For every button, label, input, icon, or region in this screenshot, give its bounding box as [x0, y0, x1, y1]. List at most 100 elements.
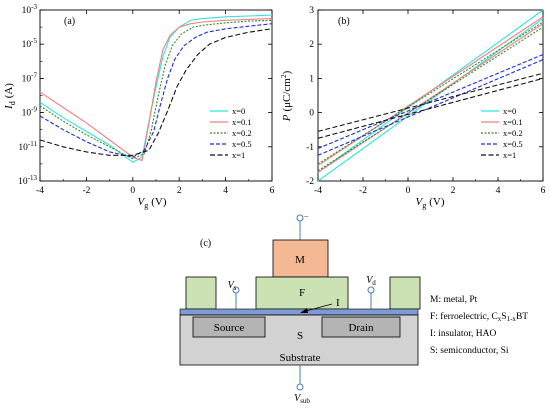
chart-b-xtick-label: 2 — [451, 186, 456, 196]
chart-a-xlabel-unit: (V) — [151, 196, 167, 208]
chart-b-series-line-lower — [317, 59, 544, 156]
chart-b-xtick-label: 6 — [541, 186, 546, 196]
chart-b-ytick-label: -2 — [306, 177, 314, 187]
drain-region — [321, 316, 401, 338]
legend-f-mid: S — [501, 312, 506, 322]
chart-b-ytick-label: 0 — [309, 109, 314, 119]
chart-a-xtick-label: 4 — [223, 186, 228, 196]
chart-b-legend-label: x=0.5 — [503, 139, 523, 149]
chart-b-ylabel-main: P — [281, 114, 293, 122]
chart-b-series-line-lower — [317, 23, 544, 173]
chart-a-series-line — [39, 19, 273, 160]
chart-b-series-line-lower — [317, 26, 544, 172]
chart-a-xtick-label: -4 — [36, 186, 44, 196]
legend-f-post: BT — [516, 312, 528, 322]
chart-b-xlabel-unit: (V) — [429, 196, 445, 208]
chart-b-ylabel-unit-post: ) — [281, 70, 293, 74]
chart-a-xtick-label: 0 — [130, 186, 135, 196]
chart-b-legend-label: x=0.1 — [503, 117, 523, 127]
source-label: Source — [214, 322, 245, 334]
substrate-terminal — [296, 383, 304, 391]
vsub-sub: sub — [300, 397, 310, 405]
chart-b-ytick-label: 3 — [309, 6, 314, 16]
chart-a-xlabel-sub: g — [144, 201, 148, 210]
chart-b-series-line-upper — [317, 16, 544, 167]
semiconductor-label: S — [297, 330, 303, 342]
chart-b-legend-label: x=1 — [503, 150, 516, 160]
chart-b-xlabel-main: V — [415, 196, 423, 208]
chart-b-series-line-upper — [317, 53, 544, 150]
chart-a-series-line — [39, 23, 273, 158]
chart-a-ytick-label: 10-3 — [22, 3, 38, 16]
chart-a-xtick-label: 2 — [177, 186, 182, 196]
legend-metal: M: metal, Pt — [430, 295, 478, 305]
chart-b-ytick-label: 1 — [309, 74, 314, 84]
chart-b-series-line-upper — [317, 72, 544, 132]
chart-a-xlabel-main: V — [137, 196, 145, 208]
insulator-layer — [179, 308, 419, 316]
gate-sign: − — [304, 212, 309, 221]
chart-a-ylabel-unit: (A) — [3, 83, 15, 99]
chart-a-series-line — [39, 18, 273, 162]
chart-b-xtick-label: -4 — [314, 186, 322, 196]
substrate-label: Substrate — [280, 352, 321, 364]
legend-semiconductor: S: semiconductor, Si — [430, 346, 509, 356]
chart-a-legend-label: x=0.2 — [232, 128, 252, 138]
chart-b-xtick-label: -2 — [359, 186, 367, 196]
vd-main: V — [366, 275, 374, 286]
metal-label: M — [295, 254, 305, 266]
device-diagram: (c) − M F Vs Vd Source Drain S Substrate… — [179, 212, 528, 405]
chart-b-legend: x=0x=0.1x=0.2x=0.5x=1 — [481, 106, 523, 160]
legend-ferroelectric: F: ferroelectric, CxS1-xBT — [430, 311, 528, 323]
legend-f-pre: F: ferroelectric, C — [430, 311, 498, 322]
chart-a-ytick-label: 10-7 — [22, 71, 38, 84]
chart-a-xtick-label: -2 — [82, 186, 90, 196]
chart-a-ylabel-sub: d — [8, 101, 17, 105]
drain-terminal — [367, 286, 375, 294]
chart-b-xtick-label: 0 — [406, 186, 411, 196]
chart-a-ytick-label: 10-11 — [18, 140, 37, 153]
ferro-gate-layer — [255, 276, 349, 310]
legend-f-sub1: x — [498, 315, 502, 323]
vs-main: V — [228, 280, 236, 291]
chart-a-ytick-label: 10-13 — [18, 174, 37, 187]
drain-label: Drain — [348, 322, 374, 334]
vd-label: Vd — [366, 275, 376, 287]
chart-a-legend-label: x=0.1 — [232, 117, 252, 127]
chart-b-ytick-label: -1 — [306, 143, 314, 153]
legend-f-sub2: 1-x — [507, 315, 517, 323]
insulator-label: I — [336, 297, 340, 309]
legend-insulator: I: insulator, HAO — [430, 329, 497, 339]
ferro-label: F — [299, 287, 305, 299]
metal-layer — [272, 239, 329, 278]
ferro-right-block — [389, 276, 421, 310]
vs-label: Vs — [228, 280, 237, 292]
chart-b-xlabel: Vg (V) — [415, 196, 444, 210]
chart-b-series-line-upper — [317, 21, 544, 165]
gate-terminal — [296, 214, 304, 222]
chart-a-legend-label: x=0 — [232, 106, 245, 116]
chart-b-legend-label: x=0.2 — [503, 128, 523, 138]
chart-b-panel-label: (b) — [338, 16, 350, 27]
chart-a-panel-label: (a) — [64, 16, 75, 27]
chart-a-ticks: -4 -2 0 2 4 6 10-13 10-11 10-9 10-7 10-5 10-3 — [18, 3, 274, 196]
chart-b-ylabel-unit-sup: 2 — [279, 74, 288, 78]
chart-a-series-line — [39, 14, 273, 163]
chart-a-series-line — [39, 28, 273, 156]
chart-a: (a) -4 -2 0 2 4 6 10-13 10-11 10-9 10-7 10-5 10-3 x… — [3, 3, 275, 210]
chart-a-legend-label: x=0.5 — [232, 139, 252, 149]
ferro-left-block — [185, 276, 217, 310]
chart-b-legend-label: x=0 — [503, 106, 516, 116]
vd-sub: d — [372, 279, 376, 287]
insulator-arrow — [305, 303, 333, 312]
chart-b-ylabel: P (μC/cm2) — [279, 70, 293, 122]
chart-b-xtick-label: 4 — [496, 186, 501, 196]
chart-a-series — [39, 14, 273, 163]
chart-b-ytick-label: 2 — [309, 40, 314, 50]
source-region — [192, 316, 266, 338]
vsub-label: Vsub — [294, 393, 310, 405]
chart-a-ytick-label: 10-9 — [22, 106, 38, 119]
